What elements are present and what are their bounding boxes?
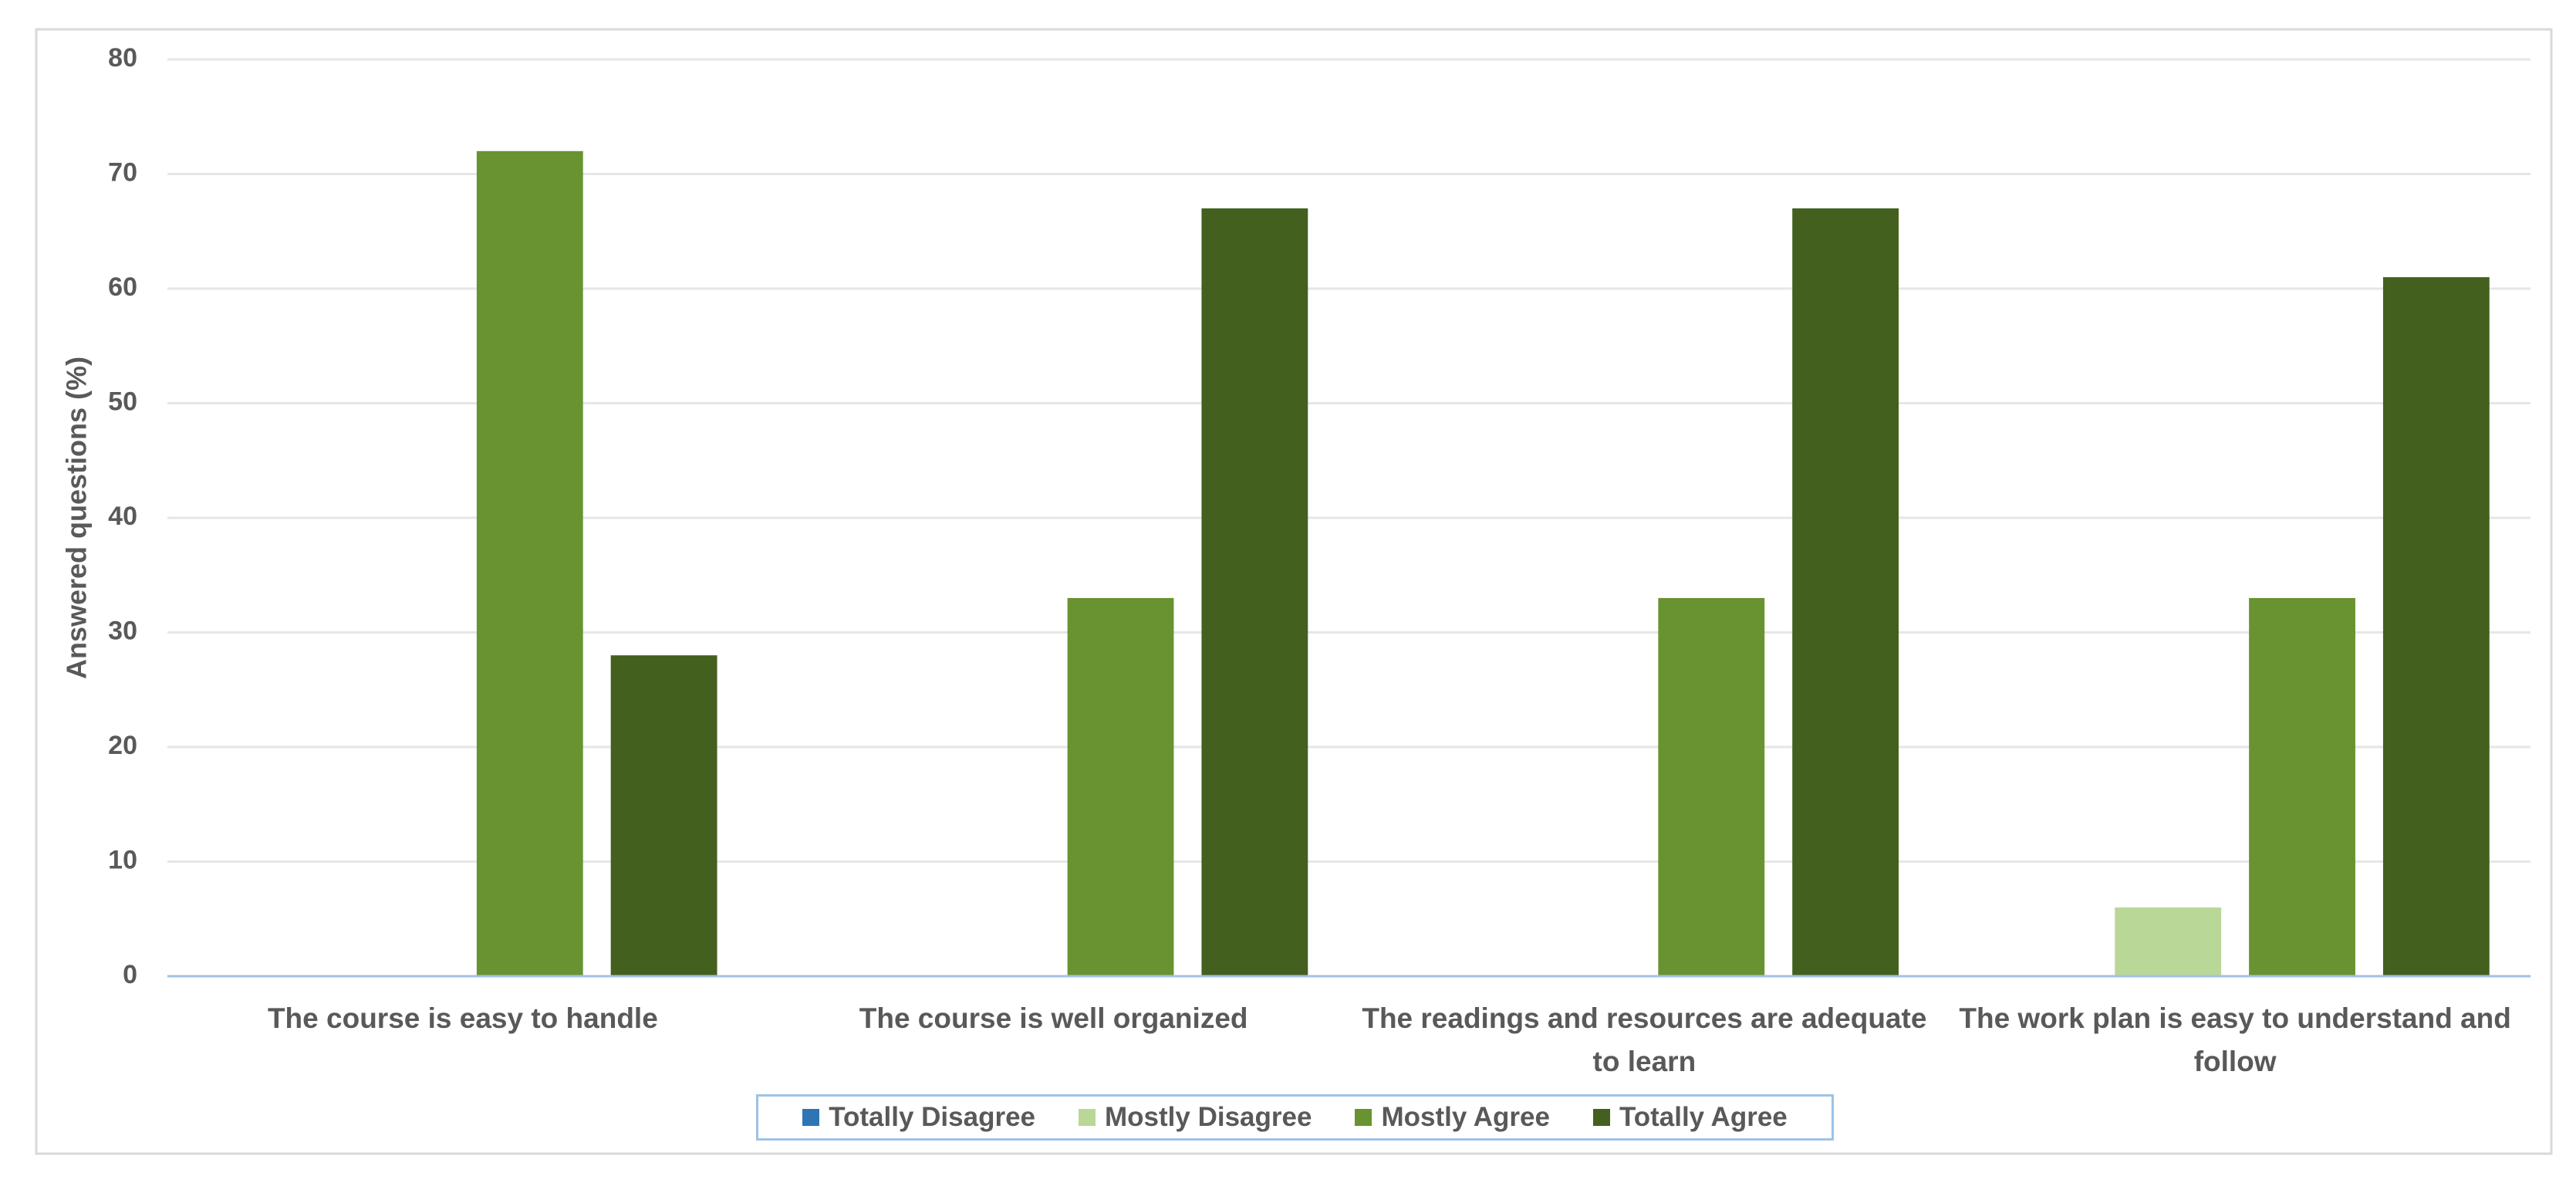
legend-swatch xyxy=(1592,1109,1610,1126)
bar xyxy=(2382,277,2490,976)
legend-swatch xyxy=(802,1109,820,1126)
bar xyxy=(2249,597,2355,976)
bar xyxy=(1658,597,1765,976)
legend-item: Mostly Agree xyxy=(1355,1102,1550,1133)
y-tick-label: 80 xyxy=(108,43,137,73)
y-axis-label: Answered questions (%) xyxy=(61,357,93,679)
bar xyxy=(1201,208,1308,976)
legend-label: Totally Disagree xyxy=(829,1102,1036,1132)
legend-label: Mostly Disagree xyxy=(1105,1102,1312,1132)
chart-frame xyxy=(35,28,2553,1155)
x-tick-label: The work plan is easy to understand and … xyxy=(1959,1002,2511,1077)
legend-label: Totally Agree xyxy=(1619,1102,1788,1132)
legend-item: Mostly Disagree xyxy=(1079,1102,1312,1133)
bar xyxy=(1792,208,1899,976)
legend-item: Totally Disagree xyxy=(802,1102,1035,1133)
y-tick-label: 70 xyxy=(108,157,137,187)
bar xyxy=(2115,907,2222,976)
y-tick-label: 10 xyxy=(108,845,137,874)
x-tick-label: The course is well organized xyxy=(859,1002,1248,1034)
y-tick-label: 40 xyxy=(108,502,137,531)
y-tick-label: 60 xyxy=(108,272,137,302)
x-tick-label: The course is easy to handle xyxy=(267,1002,658,1034)
y-tick-label: 20 xyxy=(108,731,137,760)
legend-item: Totally Agree xyxy=(1592,1102,1788,1133)
legend-label: Mostly Agree xyxy=(1381,1102,1550,1132)
legend-swatch xyxy=(1355,1109,1372,1126)
y-tick-label: 0 xyxy=(123,960,137,989)
legend-swatch xyxy=(1079,1109,1096,1126)
x-tick-label: The readings and resources are adequate … xyxy=(1362,1002,1927,1077)
bar xyxy=(610,655,717,976)
bar xyxy=(1067,597,1174,976)
legend: Totally Disagree Mostly Disagree Mostly Ag… xyxy=(756,1094,1834,1141)
y-tick-label: 50 xyxy=(108,387,137,416)
y-tick-label: 30 xyxy=(108,616,137,645)
bar xyxy=(476,150,583,976)
